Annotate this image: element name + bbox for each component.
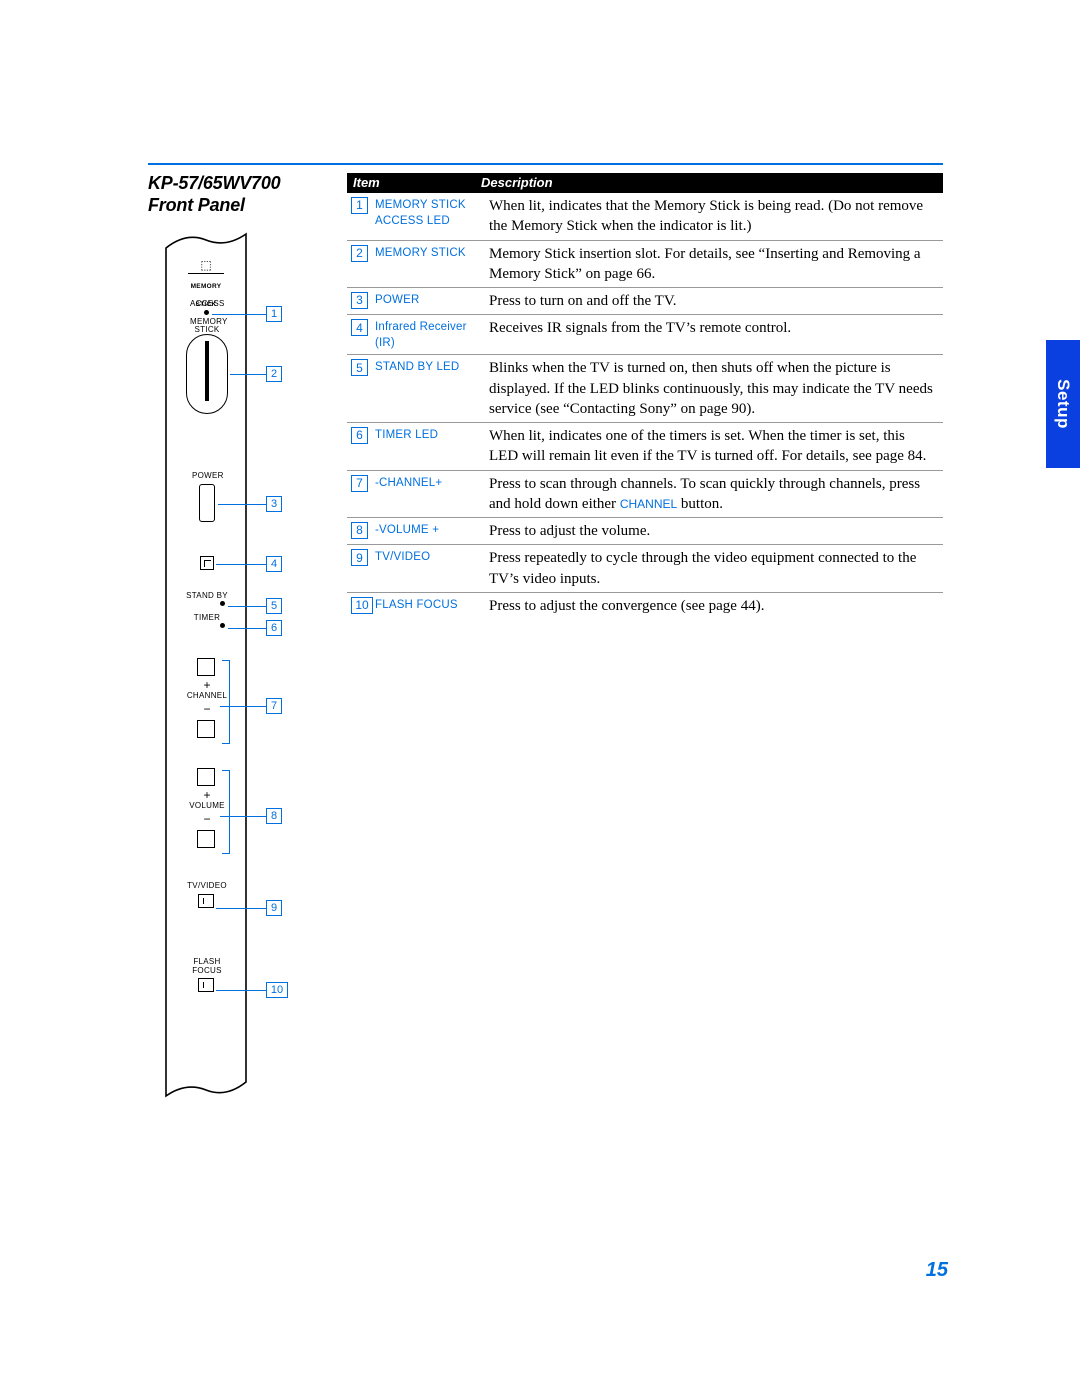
channel-minus-button (197, 720, 215, 738)
page-title: KP-57/65WV700 Front Panel (148, 173, 343, 216)
row-description: Receives IR signals from the TV’s remote… (489, 318, 937, 338)
label-focus: FOCUS (190, 967, 224, 976)
row-item: STAND BY LED (375, 358, 489, 376)
row-number: 3 (351, 291, 375, 309)
tvvideo-button-graphic (198, 894, 214, 908)
front-panel-diagram: ⬚ MEMORY STICK ACCESS MEMORY STICK POWER… (162, 230, 332, 1100)
description-table: Item Description 1MEMORY STICK ACCESS LE… (343, 173, 943, 619)
row-number: 4 (351, 318, 375, 336)
label-timer: TIMER (190, 614, 224, 623)
label-standby: STAND BY (186, 592, 228, 601)
header-desc: Description (481, 175, 553, 190)
row-description: Press to turn on and off the TV. (489, 291, 937, 311)
channel-plus-button (197, 658, 215, 676)
volume-minus-button (197, 830, 215, 848)
title-line2: Front Panel (148, 195, 245, 215)
row-number: 1 (351, 196, 375, 214)
row-number: 10 (351, 596, 375, 614)
table-row: 7-CHANNEL+Press to scan through channels… (347, 470, 943, 518)
ir-receiver-graphic (200, 556, 214, 570)
table-row: 6TIMER LEDWhen lit, indicates one of the… (347, 422, 943, 470)
row-description: Press to scan through channels. To scan … (489, 474, 937, 515)
row-item: FLASH FOCUS (375, 596, 489, 614)
callout-10: 10 (216, 982, 288, 998)
row-item: TIMER LED (375, 426, 489, 444)
volume-plus-button (197, 768, 215, 786)
header-item: Item (353, 175, 481, 190)
table-row: 1MEMORY STICK ACCESS LEDWhen lit, indica… (347, 193, 943, 240)
row-number: 6 (351, 426, 375, 444)
row-description: When lit, indicates that the Memory Stic… (489, 196, 937, 237)
row-description: Press to adjust the convergence (see pag… (489, 596, 937, 616)
row-item: -VOLUME + (375, 521, 489, 539)
row-number: 5 (351, 358, 375, 376)
power-button-graphic (199, 484, 215, 522)
label-power: POWER (192, 472, 222, 481)
callout-6: 6 (228, 620, 282, 636)
title-line1: KP-57/65WV700 (148, 173, 280, 193)
row-description: Press to adjust the volume. (489, 521, 937, 541)
table-row: 2MEMORY STICKMemory Stick insertion slot… (347, 240, 943, 288)
page-number: 15 (926, 1259, 948, 1282)
row-description: Press repeatedly to cycle through the vi… (489, 548, 937, 589)
left-column: KP-57/65WV700 Front Panel ⬚ MEMORY STICK (148, 173, 343, 1100)
label-tvvideo: TV/VIDEO (186, 882, 228, 891)
memorystick-slot (186, 334, 228, 414)
row-item: MEMORY STICK ACCESS LED (375, 196, 489, 229)
row-item: -CHANNEL+ (375, 474, 489, 492)
row-number: 8 (351, 521, 375, 539)
row-item: MEMORY STICK (375, 244, 489, 262)
table-row: 9TV/VIDEOPress repeatedly to cycle throu… (347, 544, 943, 592)
row-description: Memory Stick insertion slot. For details… (489, 244, 937, 285)
callout-9: 9 (216, 900, 282, 916)
table-header: Item Description (347, 173, 943, 193)
row-item: POWER (375, 291, 489, 309)
row-description: When lit, indicates one of the timers is… (489, 426, 937, 467)
table-row: 10FLASH FOCUSPress to adjust the converg… (347, 592, 943, 619)
row-number: 7 (351, 474, 375, 492)
row-item: Infrared Receiver (IR) (375, 318, 489, 351)
callout-8: 8 (220, 808, 282, 824)
row-number: 9 (351, 548, 375, 566)
callout-5: 5 (228, 598, 282, 614)
flashfocus-button-graphic (198, 978, 214, 992)
callout-4: 4 (216, 556, 282, 572)
top-rule (148, 163, 943, 165)
section-tab: Setup (1046, 340, 1080, 468)
page-content: KP-57/65WV700 Front Panel ⬚ MEMORY STICK (148, 163, 943, 1100)
callout-7: 7 (220, 698, 282, 714)
row-description: Blinks when the TV is turned on, then sh… (489, 358, 937, 419)
table-row: 8-VOLUME +Press to adjust the volume. (347, 517, 943, 544)
callout-3: 3 (218, 496, 282, 512)
table-row: 4Infrared Receiver (IR)Receives IR signa… (347, 314, 943, 354)
callout-2: 2 (230, 366, 282, 382)
callout-1: 1 (212, 306, 282, 322)
section-tab-label: Setup (1053, 379, 1073, 429)
table-body: 1MEMORY STICK ACCESS LEDWhen lit, indica… (347, 193, 943, 619)
row-number: 2 (351, 244, 375, 262)
table-row: 3POWERPress to turn on and off the TV. (347, 287, 943, 314)
row-item: TV/VIDEO (375, 548, 489, 566)
table-row: 5STAND BY LEDBlinks when the TV is turne… (347, 354, 943, 422)
